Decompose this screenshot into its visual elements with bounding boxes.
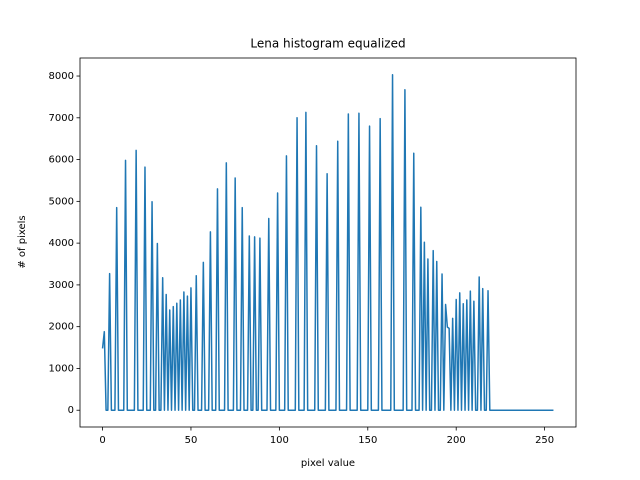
y-tick-label: 5000 (49, 196, 74, 207)
x-tick-label: 0 (99, 435, 105, 446)
y-tick-label: 6000 (49, 155, 74, 166)
y-tick-label: 0 (68, 405, 74, 416)
y-tick-label: 8000 (49, 71, 74, 82)
y-tick-label: 2000 (49, 322, 74, 333)
x-axis-label: pixel value (301, 458, 355, 469)
chart-title: Lena histogram equalized (250, 37, 405, 51)
x-tick-label: 200 (447, 435, 466, 446)
y-tick-label: 4000 (49, 238, 74, 249)
y-tick-label: 3000 (49, 280, 74, 291)
x-tick-label: 250 (535, 435, 554, 446)
axes-frame (79, 57, 577, 428)
y-tick-label: 1000 (49, 363, 74, 374)
y-tick-label: 7000 (49, 113, 74, 124)
data-line (101, 74, 554, 411)
y-axis-label: # of pixels (17, 215, 28, 268)
x-tick-label: 100 (270, 435, 289, 446)
x-tick-label: 150 (358, 435, 377, 446)
x-tick-label: 50 (185, 435, 198, 446)
